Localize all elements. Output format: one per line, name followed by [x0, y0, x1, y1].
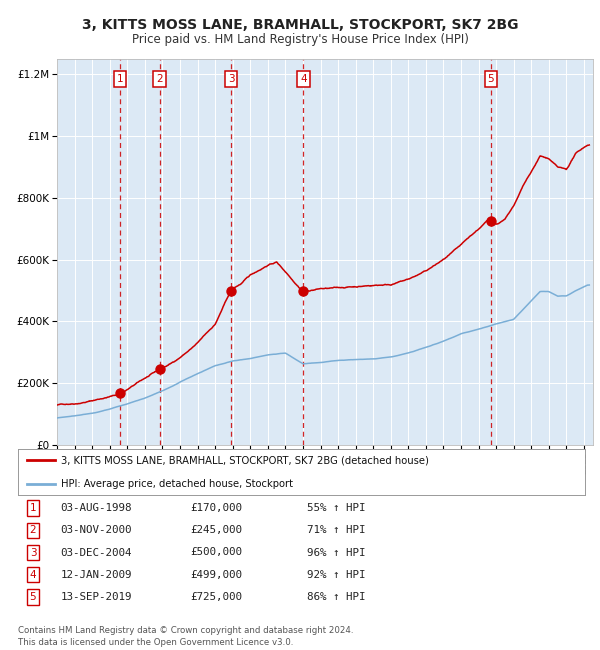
Text: 1: 1	[29, 503, 37, 514]
Text: 03-DEC-2004: 03-DEC-2004	[60, 547, 132, 558]
Text: 3, KITTS MOSS LANE, BRAMHALL, STOCKPORT, SK7 2BG (detached house): 3, KITTS MOSS LANE, BRAMHALL, STOCKPORT,…	[61, 455, 428, 465]
Text: 13-SEP-2019: 13-SEP-2019	[60, 592, 132, 602]
Text: £500,000: £500,000	[190, 547, 242, 558]
Text: Contains HM Land Registry data © Crown copyright and database right 2024.
This d: Contains HM Land Registry data © Crown c…	[18, 626, 353, 647]
Text: 2: 2	[156, 73, 163, 84]
Text: £725,000: £725,000	[190, 592, 242, 602]
Text: 55% ↑ HPI: 55% ↑ HPI	[307, 503, 365, 514]
Text: 96% ↑ HPI: 96% ↑ HPI	[307, 547, 365, 558]
Text: 3: 3	[29, 547, 37, 558]
Text: 5: 5	[29, 592, 37, 602]
Text: 3: 3	[228, 73, 235, 84]
Text: 12-JAN-2009: 12-JAN-2009	[60, 569, 132, 580]
Text: £499,000: £499,000	[190, 569, 242, 580]
Text: 4: 4	[29, 569, 37, 580]
Text: 3, KITTS MOSS LANE, BRAMHALL, STOCKPORT, SK7 2BG: 3, KITTS MOSS LANE, BRAMHALL, STOCKPORT,…	[82, 18, 518, 32]
Text: 71% ↑ HPI: 71% ↑ HPI	[307, 525, 365, 536]
Text: 03-NOV-2000: 03-NOV-2000	[60, 525, 132, 536]
Text: 4: 4	[300, 73, 307, 84]
Text: 1: 1	[116, 73, 123, 84]
Text: £170,000: £170,000	[190, 503, 242, 514]
Text: Price paid vs. HM Land Registry's House Price Index (HPI): Price paid vs. HM Land Registry's House …	[131, 32, 469, 46]
Text: 2: 2	[29, 525, 37, 536]
Text: 92% ↑ HPI: 92% ↑ HPI	[307, 569, 365, 580]
Text: 86% ↑ HPI: 86% ↑ HPI	[307, 592, 365, 602]
Text: 5: 5	[488, 73, 494, 84]
Text: £245,000: £245,000	[190, 525, 242, 536]
Text: HPI: Average price, detached house, Stockport: HPI: Average price, detached house, Stoc…	[61, 478, 293, 489]
Text: 03-AUG-1998: 03-AUG-1998	[60, 503, 132, 514]
